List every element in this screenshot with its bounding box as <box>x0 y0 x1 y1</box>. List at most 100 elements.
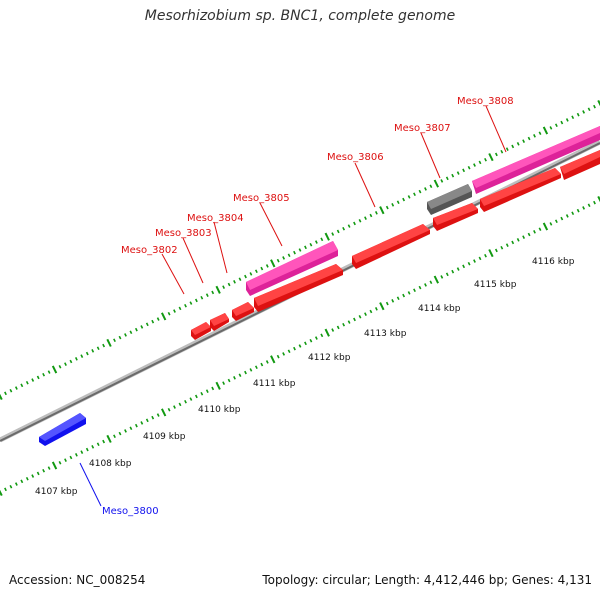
minor-tick <box>74 453 78 457</box>
minor-tick <box>445 272 449 277</box>
gene-meso-3804[interactable] <box>232 302 254 321</box>
minor-tick <box>554 219 558 224</box>
minor-tick <box>347 320 351 324</box>
minor-tick <box>336 229 340 234</box>
kbp-labels: 4107 kbp 4108 kbp 4109 kbp 4110 kbp 4111… <box>35 257 575 497</box>
minor-tick <box>516 142 520 146</box>
minor-tick <box>571 115 575 120</box>
gene-meso-3808[interactable] <box>480 168 561 212</box>
minor-tick <box>440 179 444 183</box>
gene-meso-3800[interactable] <box>39 413 86 446</box>
lower-scale-ticks <box>0 195 600 497</box>
minor-tick <box>293 346 296 351</box>
minor-tick <box>124 429 127 433</box>
minor-tick <box>429 184 433 189</box>
minor-tick <box>74 357 78 361</box>
minor-tick <box>194 394 198 399</box>
minor-tick <box>369 213 373 218</box>
minor-tick <box>407 195 411 199</box>
minor-tick <box>200 391 204 396</box>
gene-meso-3803[interactable] <box>210 313 229 331</box>
minor-tick <box>418 285 422 290</box>
minor-tick <box>565 214 569 218</box>
major-tick <box>215 285 221 294</box>
major-tick <box>324 328 330 337</box>
minor-tick <box>304 245 307 250</box>
gene-label-meso-3806[interactable]: Meso_3806 <box>327 152 384 163</box>
minor-tick <box>320 333 324 338</box>
minor-tick <box>124 333 127 337</box>
minor-tick <box>156 413 160 417</box>
minor-tick <box>156 317 160 321</box>
minor-tick <box>178 402 182 407</box>
minor-tick <box>14 386 18 390</box>
minor-tick <box>58 461 62 465</box>
minor-tick <box>167 407 171 412</box>
minor-tick <box>282 256 286 260</box>
minor-tick <box>511 144 515 149</box>
minor-tick <box>36 471 40 476</box>
minor-tick <box>233 376 236 380</box>
gene-label-meso-3802[interactable]: Meso_3802 <box>121 245 178 256</box>
minor-tick <box>424 187 427 191</box>
minor-tick <box>331 232 335 236</box>
minor-tick <box>576 112 580 117</box>
major-tick <box>379 206 385 215</box>
minor-tick <box>413 192 416 197</box>
minor-tick <box>36 375 40 380</box>
minor-tick <box>533 230 536 234</box>
minor-tick <box>385 205 389 210</box>
minor-tick <box>20 383 24 388</box>
kbp-label: 4111 kbp <box>253 379 296 389</box>
major-tick <box>433 179 439 188</box>
major-tick <box>106 338 112 347</box>
gene-meso-3806[interactable] <box>352 224 430 269</box>
gene-label-meso-3805[interactable]: Meso_3805 <box>233 193 290 204</box>
gene-meso-3807[interactable] <box>433 203 478 231</box>
other-feature <box>427 184 472 215</box>
minor-tick <box>538 131 542 135</box>
minor-tick <box>424 283 427 287</box>
minor-tick <box>189 397 193 401</box>
minor-tick <box>451 269 455 274</box>
kbp-label: 4114 kbp <box>418 304 461 314</box>
minor-tick <box>238 277 242 281</box>
minor-tick <box>336 325 340 330</box>
gene-meso-3802[interactable] <box>191 322 211 340</box>
major-tick <box>51 461 58 470</box>
gene-label-meso-3804[interactable]: Meso_3804 <box>187 213 244 224</box>
minor-tick <box>527 232 531 237</box>
gene-label-meso-3808[interactable]: Meso_3808 <box>457 96 514 107</box>
gene-meso-3805[interactable] <box>254 264 343 312</box>
minor-tick <box>396 296 400 301</box>
minor-tick <box>173 309 176 313</box>
minor-tick <box>31 378 35 382</box>
minor-tick <box>484 157 487 162</box>
gene-label-meso-3800[interactable]: Meso_3800 <box>102 506 159 517</box>
minor-tick <box>560 120 564 125</box>
minor-tick <box>298 248 302 252</box>
minor-tick <box>309 242 313 247</box>
minor-tick <box>593 104 596 109</box>
minor-tick <box>374 211 378 215</box>
gene-features <box>39 126 600 446</box>
major-tick <box>106 434 112 443</box>
major-tick <box>215 381 221 390</box>
gene-label-meso-3807[interactable]: Meso_3807 <box>394 123 451 134</box>
rna-feature <box>472 126 600 194</box>
minor-tick <box>314 240 318 244</box>
minor-tick <box>9 484 13 489</box>
minor-tick <box>582 206 586 210</box>
minor-tick <box>113 338 116 343</box>
minor-tick <box>473 259 476 263</box>
minor-tick <box>276 354 280 359</box>
minor-tick <box>396 200 400 205</box>
minor-tick <box>407 291 411 295</box>
minor-tick <box>42 372 46 377</box>
kbp-label: 4116 kbp <box>532 257 575 267</box>
major-tick <box>161 408 167 417</box>
minor-tick <box>222 285 226 289</box>
gene-label-meso-3803[interactable]: Meso_3803 <box>155 228 212 239</box>
minor-tick <box>505 147 509 151</box>
minor-tick <box>31 474 35 478</box>
